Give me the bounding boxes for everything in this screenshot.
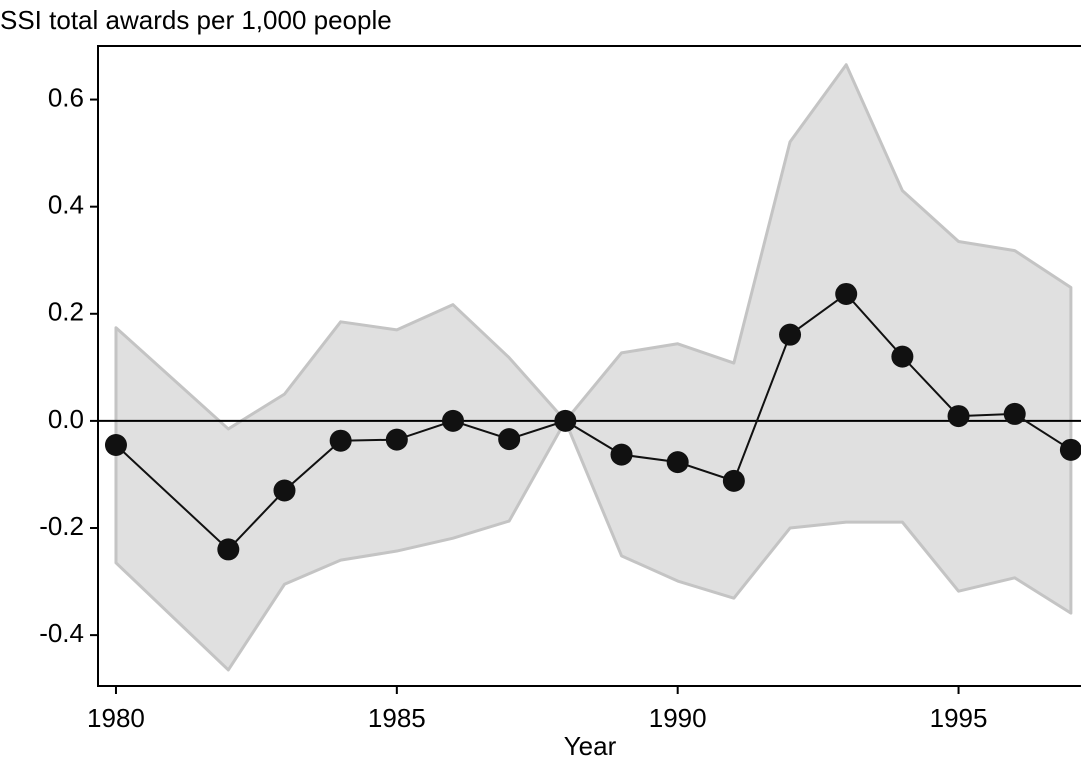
estimate-point xyxy=(217,538,240,561)
estimate-point xyxy=(442,409,465,432)
estimate-point xyxy=(779,323,802,346)
estimate-point xyxy=(385,428,408,451)
y-tick-label: -0.2 xyxy=(39,511,84,541)
x-tick-label: 1980 xyxy=(87,703,145,733)
confidence-band xyxy=(114,63,1073,672)
estimate-point xyxy=(273,479,296,502)
x-tick-label: 1990 xyxy=(649,703,707,733)
estimate-point xyxy=(1059,438,1081,461)
estimate-point xyxy=(722,469,745,492)
estimate-point xyxy=(498,428,521,451)
estimate-point xyxy=(554,409,577,432)
estimate-point xyxy=(1003,402,1026,425)
estimate-point xyxy=(835,282,858,305)
axis-frame xyxy=(97,45,1081,687)
x-tick-label: 1995 xyxy=(930,703,988,733)
estimate-point xyxy=(104,433,127,456)
x-tick-label: 1985 xyxy=(368,703,426,733)
estimate-point xyxy=(947,405,970,428)
y-tick-label: 0.6 xyxy=(48,82,84,112)
x-axis-label: Year xyxy=(564,731,617,761)
y-tick-label: -0.4 xyxy=(39,618,84,648)
y-tick-label: 0.2 xyxy=(48,297,84,327)
estimate-point xyxy=(891,345,914,368)
y-tick-label: 0.0 xyxy=(48,404,84,434)
y-tick-label: 0.4 xyxy=(48,190,84,220)
estimate-point xyxy=(329,429,352,452)
estimate-point xyxy=(666,451,689,474)
chart-title: SSI total awards per 1,000 people xyxy=(0,5,392,35)
estimate-point xyxy=(610,443,633,466)
